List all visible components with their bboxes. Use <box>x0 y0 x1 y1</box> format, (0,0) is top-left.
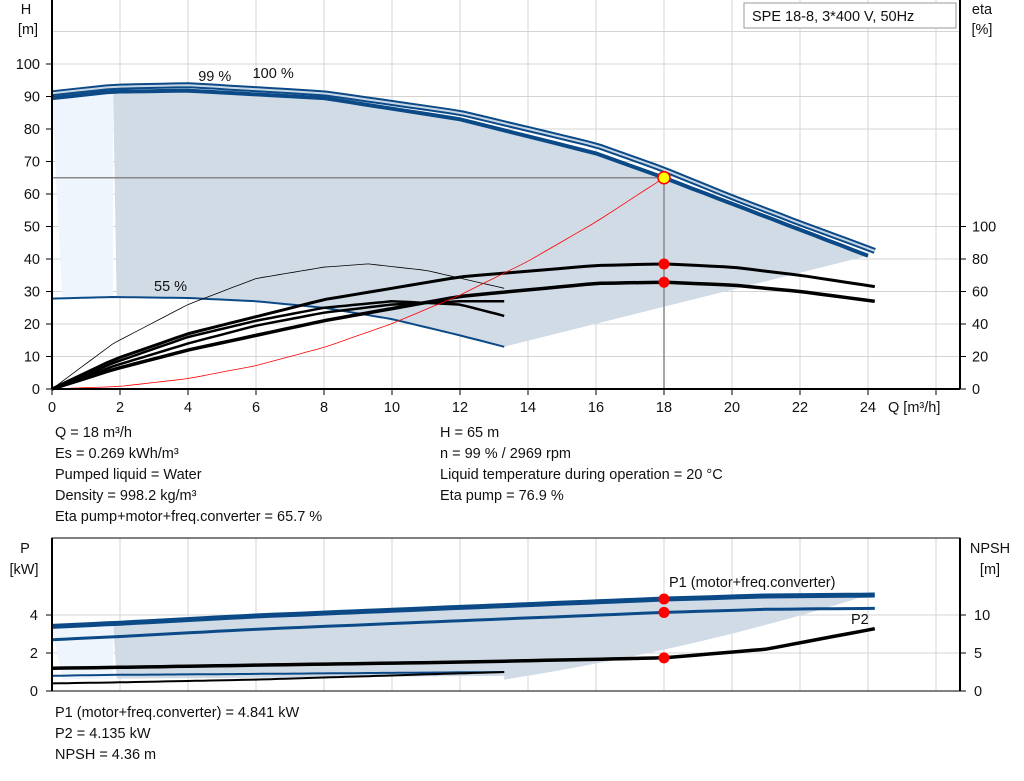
npsh-axis-label: NPSH <box>970 541 1010 557</box>
info-bottom: P1 (motor+freq.converter) = 4.841 kW P2 … <box>55 703 299 766</box>
label-55-percent: 55 % <box>154 279 187 295</box>
system-curve <box>51 177 665 390</box>
info-es: Es = 0.269 kWh/m³ <box>55 446 179 462</box>
label-p1: P1 (motor+freq.converter) <box>669 575 835 591</box>
q-tick-label: 20 <box>724 400 740 416</box>
info-density: Density = 998.2 kg/m³ <box>55 488 197 504</box>
p1-55-curve <box>51 671 505 677</box>
eta-55-thin-curve <box>51 263 505 390</box>
h-axis-label: H <box>21 2 31 18</box>
eta-tick-label: 20 <box>972 350 988 366</box>
legend-box <box>743 2 957 29</box>
eta-total-curve <box>51 280 876 391</box>
operating-area-light <box>52 91 114 299</box>
eta-tick-label: 40 <box>972 317 988 333</box>
h-tick-label: 30 <box>24 285 40 301</box>
h-curve-100-inner <box>51 84 876 252</box>
label-99-percent: 99 % <box>198 69 231 85</box>
h-tick-label: 60 <box>24 187 40 203</box>
info-speed: n = 99 % / 2969 rpm <box>440 446 571 462</box>
q-tick-label: 12 <box>452 400 468 416</box>
info-npsh: NPSH = 4.36 m <box>55 747 157 763</box>
power-point <box>658 606 670 618</box>
info-p2: P2 = 4.135 kW <box>55 726 151 742</box>
h-curve-99 <box>51 88 869 258</box>
q-tick-label: 0 <box>48 400 56 416</box>
p-axis-label: P <box>20 541 30 557</box>
q-tick-label: 4 <box>184 400 192 416</box>
info-top-left: Q = 18 m³/h Es = 0.269 kWh/m³ Pumped liq… <box>55 423 322 528</box>
eta-pump-curve <box>51 262 876 391</box>
npsh-curve <box>51 626 876 670</box>
p-axis-unit: [kW] <box>10 562 39 578</box>
h-tick-label: 100 <box>16 57 40 73</box>
q-tick-label: 24 <box>860 400 876 416</box>
h-curve-55 <box>51 295 505 348</box>
power-point <box>658 652 670 664</box>
npsh-tick-label: 10 <box>974 608 990 624</box>
duty-point <box>657 171 671 185</box>
eta-tick-label: 80 <box>972 252 988 268</box>
info-top-right: H = 65 m n = 99 % / 2969 rpm Liquid temp… <box>440 423 723 507</box>
efficiency-point <box>658 276 670 288</box>
eta-axis-label: eta <box>972 2 993 18</box>
legend-text: SPE 18-8, 3*400 V, 50Hz <box>752 9 914 25</box>
p-tick-label: 0 <box>30 684 38 700</box>
p2-55-curve <box>51 671 505 685</box>
info-liquid: Pumped liquid = Water <box>55 467 202 483</box>
p1-curve <box>51 592 875 629</box>
q-axis-label: Q [m³/h] <box>888 400 940 416</box>
info-eta-total: Eta pump+motor+freq.converter = 65.7 % <box>55 509 323 525</box>
label-100-percent: 100 % <box>253 66 294 82</box>
power-area-light <box>52 623 114 680</box>
q-tick-label: 2 <box>116 400 124 416</box>
eta-tick-label: 0 <box>972 382 980 398</box>
efficiency-point <box>658 258 670 270</box>
info-p1: P1 (motor+freq.converter) = 4.841 kW <box>55 705 300 721</box>
info-flow: Q = 18 m³/h <box>55 425 132 441</box>
p-tick-label: 4 <box>30 608 38 624</box>
h-tick-label: 0 <box>32 382 40 398</box>
p-tick-label: 2 <box>30 646 38 662</box>
npsh-tick-label: 5 <box>974 646 982 662</box>
npsh-axis-unit: [m] <box>980 562 1000 578</box>
h-tick-label: 70 <box>24 155 40 171</box>
label-p2: P2 <box>851 612 869 628</box>
h-tick-label: 80 <box>24 122 40 138</box>
q-tick-label: 8 <box>320 400 328 416</box>
h-tick-label: 90 <box>24 90 40 106</box>
q-tick-label: 18 <box>656 400 672 416</box>
eta-axis-unit: [%] <box>972 22 993 38</box>
eta-tick-label: 60 <box>972 285 988 301</box>
h-tick-label: 10 <box>24 350 40 366</box>
q-tick-label: 6 <box>252 400 260 416</box>
p2-curve <box>51 606 875 642</box>
h-axis-unit: [m] <box>18 22 38 38</box>
q-tick-label: 10 <box>384 400 400 416</box>
eta-tick-label: 100 <box>972 220 996 236</box>
info-temp: Liquid temperature during operation = 20… <box>440 467 723 483</box>
power-point <box>658 593 670 605</box>
eta-total-55-curve <box>51 300 505 391</box>
q-tick-label: 14 <box>520 400 536 416</box>
q-tick-label: 22 <box>792 400 808 416</box>
npsh-tick-label: 0 <box>974 684 982 700</box>
h-tick-label: 50 <box>24 220 40 236</box>
h-tick-label: 40 <box>24 252 40 268</box>
h-tick-label: 20 <box>24 317 40 333</box>
q-tick-label: 16 <box>588 400 604 416</box>
info-head: H = 65 m <box>440 425 500 441</box>
info-eta-pump: Eta pump = 76.9 % <box>440 488 564 504</box>
